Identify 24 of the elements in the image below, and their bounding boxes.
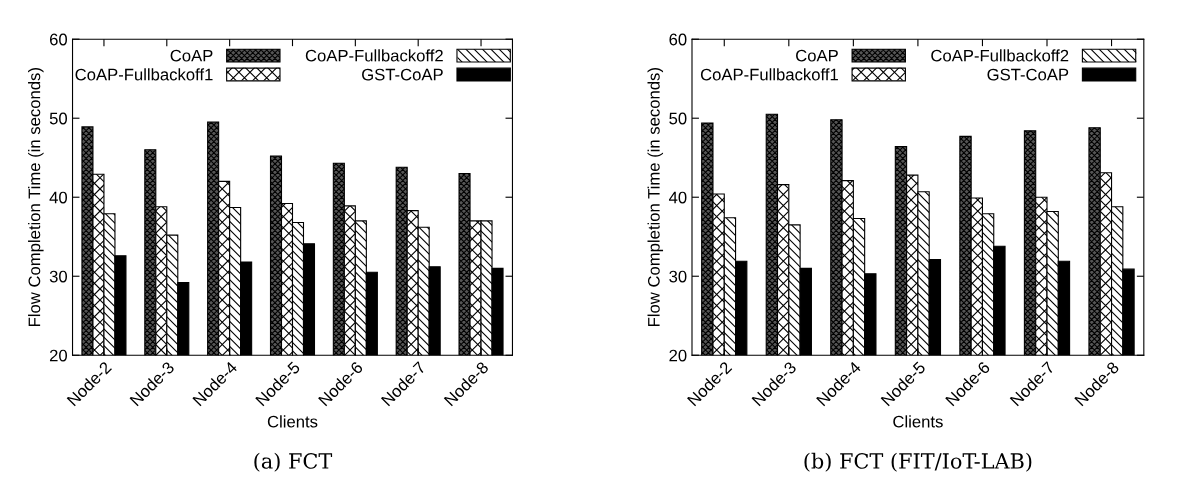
y-tick-label: 40 (668, 191, 687, 204)
legend-label: CoAP (170, 49, 213, 62)
legend-label: GST-CoAP (987, 68, 1069, 81)
y-tick-label: 20 (669, 349, 687, 362)
legend-label: CoAP-Fullbackoff2 (931, 49, 1069, 62)
y-tick-label: 40 (49, 191, 68, 204)
y-tick-label: 60 (49, 33, 68, 46)
y-tick-label: 50 (49, 112, 68, 125)
legend-label: CoAP-Fullbackoff1 (75, 68, 213, 81)
y-tick-label: 20 (49, 349, 68, 362)
legend-label: GST-CoAP (362, 68, 443, 81)
y-tick-label: 50 (669, 112, 687, 125)
text: (a) FCT (254, 452, 333, 472)
text: (b) FCT (FIT/IoT-LAB) (804, 452, 1032, 472)
legend-label: CoAP-Fullbackoff2 (305, 49, 443, 62)
legend-label: CoAP-Fullbackoff1 (700, 68, 838, 81)
y-tick-label: 60 (669, 33, 687, 46)
y-axis-title: Flow Completion Time (in seconds) (647, 68, 664, 326)
y-tick-label: 30 (49, 270, 68, 283)
y-axis-title: Flow Completion Time (in seconds) (28, 68, 44, 326)
y-tick-label: 30 (669, 270, 687, 283)
legend-label: CoAP (796, 49, 838, 62)
x-axis-title: Clients (893, 415, 943, 428)
x-axis-title: Clients (267, 415, 318, 428)
